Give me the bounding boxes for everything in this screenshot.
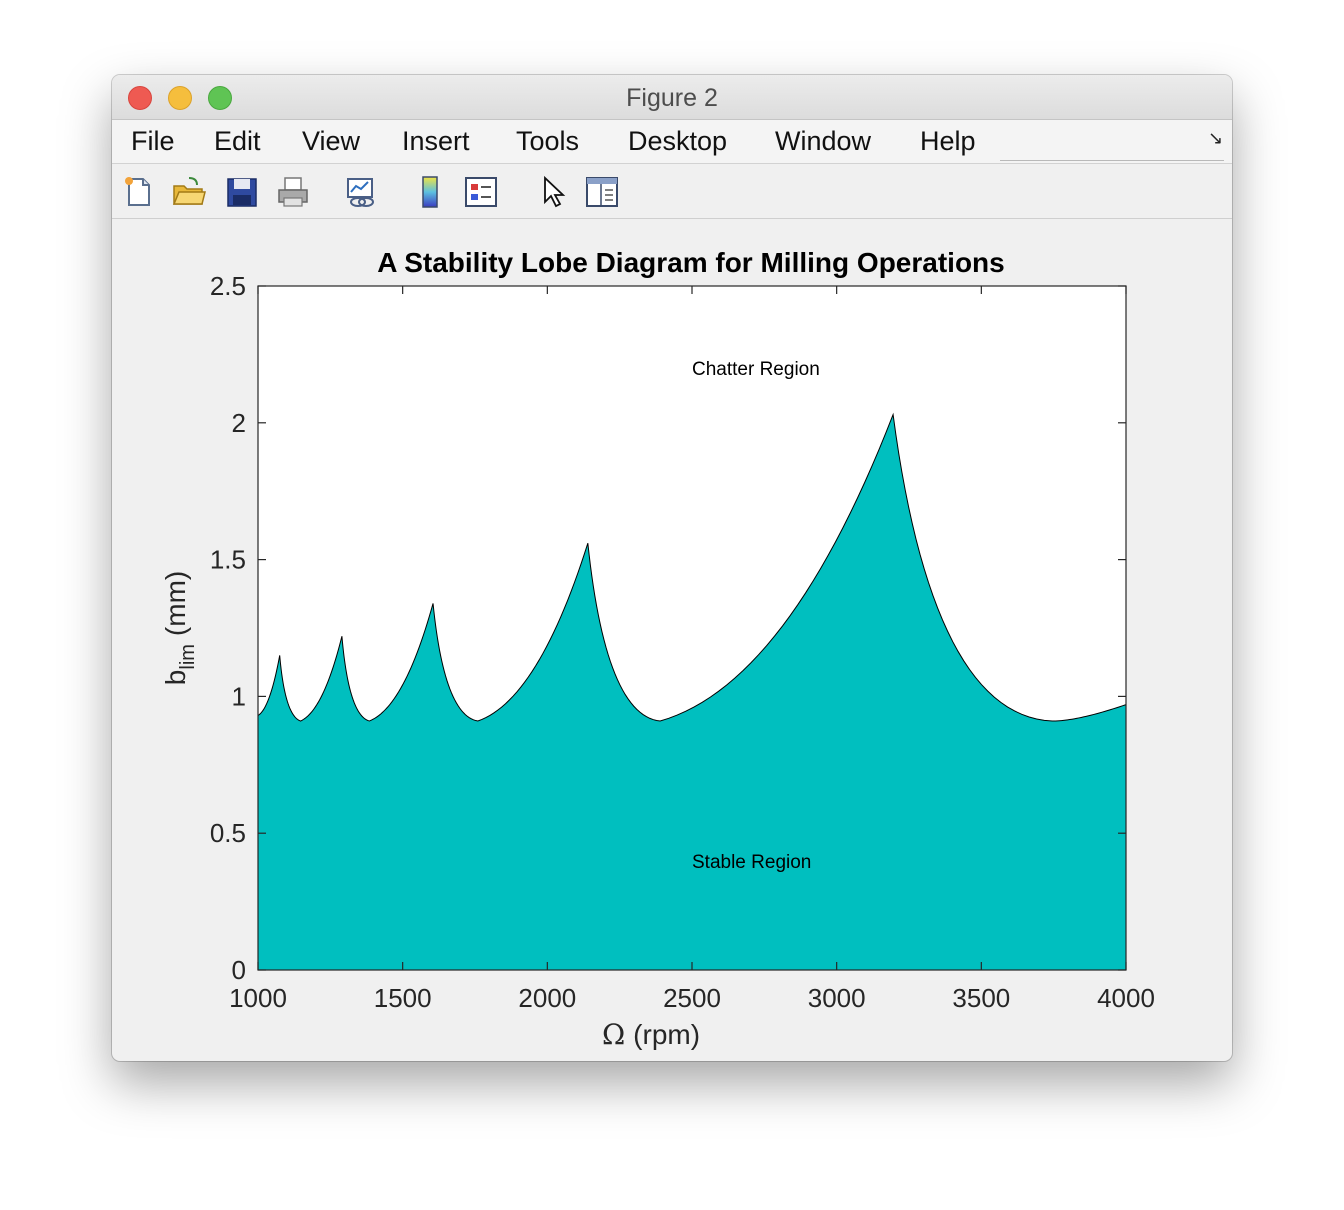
stability-lobe-chart: A Stability Lobe Diagram for Milling Ope… [160,247,1155,1051]
y-tick-label: 0 [232,955,246,985]
figure-window: Figure 2 File Edit View Insert Tools Des… [112,75,1232,1061]
annotation-chatter-region: Chatter Region [692,359,820,380]
menu-edit[interactable]: Edit [214,126,261,156]
menu-desktop[interactable]: Desktop [628,126,728,156]
x-tick-label: 3500 [952,983,1010,1013]
y-axis-ticks: 0 0.5 1 1.5 2 2.5 [210,271,1126,985]
close-button[interactable] [128,86,152,110]
y-axis-label-main: b [160,670,191,686]
stable-region-area [257,412,1127,971]
annotation-stable-region: Stable Region [692,852,811,873]
x-axis-label: Ω (rpm) [602,1018,700,1051]
menu-bar: File Edit View Insert Tools Desktop Wind… [112,120,1232,164]
maximize-button[interactable] [208,86,232,110]
x-tick-label: 1500 [374,983,432,1013]
legend-icon[interactable] [463,174,499,210]
colorbar-icon[interactable] [412,174,448,210]
x-axis-ticks: 1000 1500 2000 2500 3000 3500 4000 [229,286,1155,1013]
y-tick-label: 1.5 [210,545,246,575]
menu-view[interactable]: View [302,126,361,156]
x-tick-label: 2000 [518,983,576,1013]
y-tick-label: 2.5 [210,271,246,301]
chart-title: A Stability Lobe Diagram for Milling Ope… [377,247,1004,278]
x-axis-label-unit: (rpm) [633,1019,700,1050]
y-axis-label: blim (mm) [160,571,199,685]
menu-separator [1000,160,1224,161]
minimize-button[interactable] [168,86,192,110]
x-axis-label-symbol: Ω [602,1018,625,1051]
y-tick-label: 2 [232,408,246,438]
toolbar [112,164,1232,219]
window-title: Figure 2 [626,84,718,112]
menu-insert[interactable]: Insert [402,126,470,156]
menu-tools[interactable]: Tools [516,126,580,156]
x-tick-label: 2500 [663,983,721,1013]
property-inspector-icon[interactable] [584,174,620,210]
x-tick-label: 3000 [808,983,866,1013]
y-axis-label-subscript: lim [177,644,199,670]
save-icon[interactable] [224,174,260,210]
y-tick-label: 1 [232,681,246,711]
x-tick-label: 4000 [1097,983,1155,1013]
print-icon[interactable] [275,174,311,210]
link-plot-icon[interactable] [343,174,379,210]
new-figure-icon[interactable] [121,174,157,210]
title-bar[interactable]: Figure 2 [112,75,1232,120]
x-tick-label: 1000 [229,983,287,1013]
y-tick-label: 0.5 [210,818,246,848]
menu-help[interactable]: Help [920,126,976,156]
open-file-icon[interactable] [171,174,207,210]
dock-arrow-icon[interactable]: ↘ [1208,128,1224,148]
menu-window[interactable]: Window [775,126,872,156]
menu-file[interactable]: File [131,126,175,156]
y-axis-label-unit: (mm) [160,571,191,636]
pointer-icon[interactable] [535,174,571,210]
